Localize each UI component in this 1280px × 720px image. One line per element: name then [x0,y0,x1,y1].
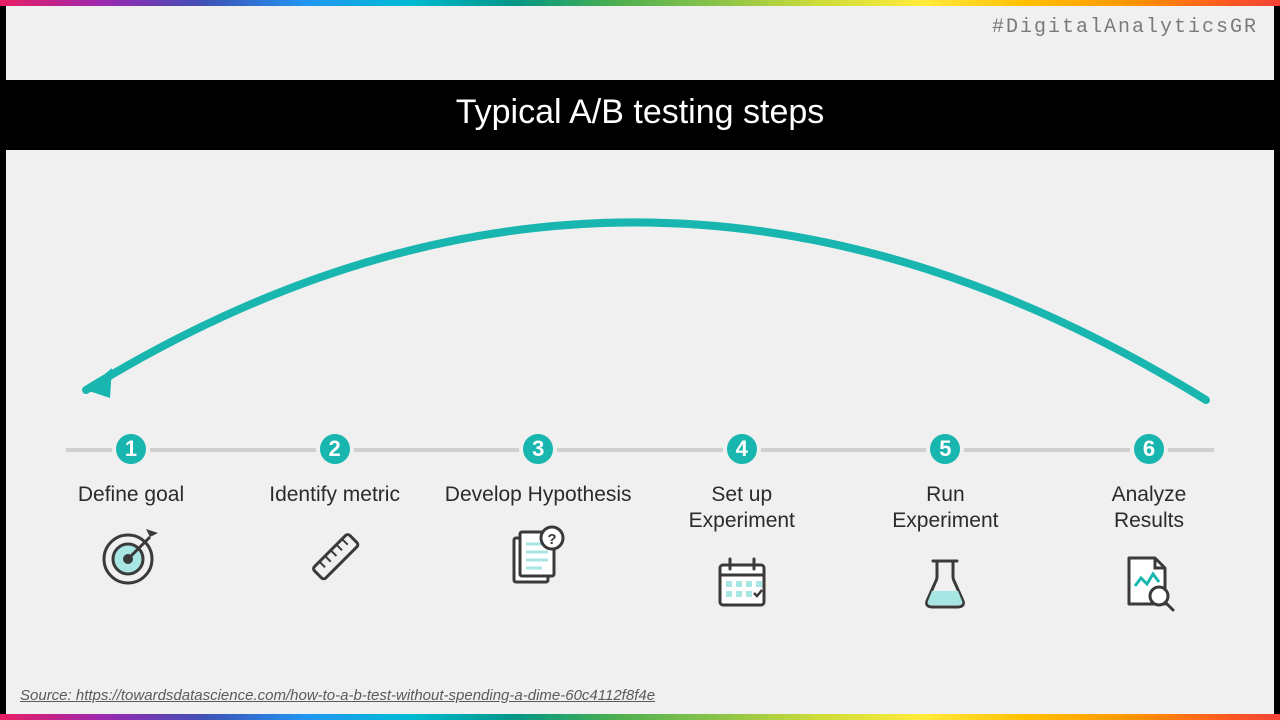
file-search-icon [1117,551,1181,615]
step-badge: 5 [926,430,964,468]
document-question-icon: ? [506,524,570,588]
svg-text:?: ? [548,531,557,548]
step-badge: 2 [316,430,354,468]
target-icon [99,524,163,588]
step-label: AnalyzeResults [1112,482,1187,535]
step-label: Define goal [78,482,184,508]
step-identify-metric: 2 Identify metric [240,430,430,588]
step-define-goal: 1 Define goal [36,430,226,588]
page-title: Typical A/B testing steps [456,93,825,132]
step-label: Set upExperiment [689,482,795,535]
step-develop-hypothesis: 3 Develop Hypothesis ? [443,430,633,588]
steps-row: 1 Define goal 2 Identify metric [36,430,1244,615]
ruler-icon [303,524,367,588]
hashtag-text: #DigitalAnalyticsGR [992,16,1258,39]
feedback-arc [6,150,1274,410]
content-area: 1 Define goal 2 Identify metric [6,150,1274,714]
step-badge: 1 [112,430,150,468]
step-badge: 4 [723,430,761,468]
step-badge: 3 [519,430,557,468]
step-label: Develop Hypothesis [445,482,632,508]
step-label: RunExperiment [892,482,998,535]
step-analyze-results: 6 AnalyzeResults [1054,430,1244,615]
step-run-experiment: 5 RunExperiment [850,430,1040,615]
header-area: #DigitalAnalyticsGR [6,6,1274,80]
title-bar: Typical A/B testing steps [0,80,1280,144]
step-badge: 6 [1130,430,1168,468]
flask-icon [913,551,977,615]
step-setup-experiment: 4 Set upExperiment [647,430,837,615]
calendar-icon [710,551,774,615]
arc-path [86,222,1206,400]
step-label: Identify metric [269,482,400,508]
rainbow-bottom-border [0,714,1280,720]
source-citation: Source: https://towardsdatascience.com/h… [20,687,655,704]
